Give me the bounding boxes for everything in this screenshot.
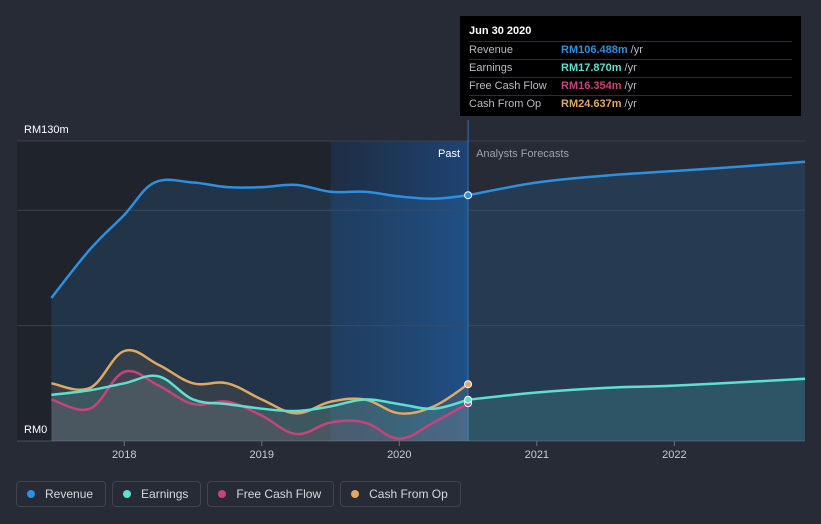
x-tick-label: 2018 <box>112 449 136 461</box>
legend-label: Revenue <box>45 487 94 501</box>
cash-from-op-line-past <box>51 348 469 415</box>
tooltip-unit: /yr <box>624 98 637 110</box>
cash-from-op-dot-icon <box>351 490 360 498</box>
tooltip-row-revenue: Revenue RM106.488m /yr <box>469 41 792 59</box>
tooltip-row-free-cash-flow: Free Cash Flow RM16.354m /yr <box>469 77 792 95</box>
legend-item-revenue[interactable]: Revenue <box>16 481 107 507</box>
tooltip-value: RM24.637m <box>561 98 622 110</box>
tooltip-value: RM17.870m <box>561 62 622 74</box>
tooltip-unit: /yr <box>624 80 637 92</box>
free-cash-flow-line-past <box>50 369 469 440</box>
tooltip-row-earnings: Earnings RM17.870m /yr <box>469 59 792 77</box>
earnings-line-past <box>51 374 469 413</box>
tooltip-unit: /yr <box>630 44 643 56</box>
cash-from-op-area <box>51 350 469 441</box>
legend-item-earnings[interactable]: Earnings <box>112 481 202 507</box>
x-tick-label: 2019 <box>250 449 274 461</box>
y-tick-label: RM130m <box>24 124 69 136</box>
legend-label: Cash From Op <box>369 487 448 501</box>
free-cash-flow-dot-icon <box>218 490 227 498</box>
legend: Revenue Earnings Free Cash Flow Cash Fro… <box>16 481 461 507</box>
tooltip-value: RM16.354m <box>561 80 622 92</box>
tooltip-label: Cash From Op <box>469 98 542 110</box>
y-tick-label: RM0 <box>24 424 47 436</box>
earnings-point <box>464 395 473 404</box>
revenue-dot-icon <box>27 490 35 498</box>
x-tick-label: 2022 <box>662 449 686 461</box>
tooltip: Jun 30 2020 Revenue RM106.488m /yr Earni… <box>460 16 801 116</box>
revenue-area <box>51 161 806 441</box>
tooltip-unit: /yr <box>624 62 637 74</box>
revenue-line-past <box>50 178 469 299</box>
forecast-label: Analysts Forecasts <box>476 148 569 160</box>
tooltip-label: Free Cash Flow <box>469 80 547 92</box>
cash-from-op-point <box>464 380 473 389</box>
tooltip-value: RM106.488m <box>561 44 628 56</box>
tooltip-label: Earnings <box>469 62 513 74</box>
x-tick-label: 2020 <box>387 449 411 461</box>
legend-label: Free Cash Flow <box>236 487 322 501</box>
x-tick-label: 2021 <box>525 449 549 461</box>
tooltip-row-cash-from-op: Cash From Op RM24.637m /yr <box>469 95 792 113</box>
legend-label: Earnings <box>141 487 189 501</box>
tooltip-label: Revenue <box>469 44 514 56</box>
legend-item-free-cash-flow[interactable]: Free Cash Flow <box>207 481 335 507</box>
earnings-area <box>51 375 806 441</box>
tooltip-date: Jun 30 2020 <box>469 25 532 37</box>
legend-item-cash-from-op[interactable]: Cash From Op <box>340 481 461 507</box>
past-label: Past <box>438 148 460 160</box>
earnings-line-forecast <box>467 377 806 401</box>
revenue-line-forecast <box>467 160 806 197</box>
revenue-point <box>464 191 473 200</box>
earnings-dot-icon <box>123 490 132 498</box>
